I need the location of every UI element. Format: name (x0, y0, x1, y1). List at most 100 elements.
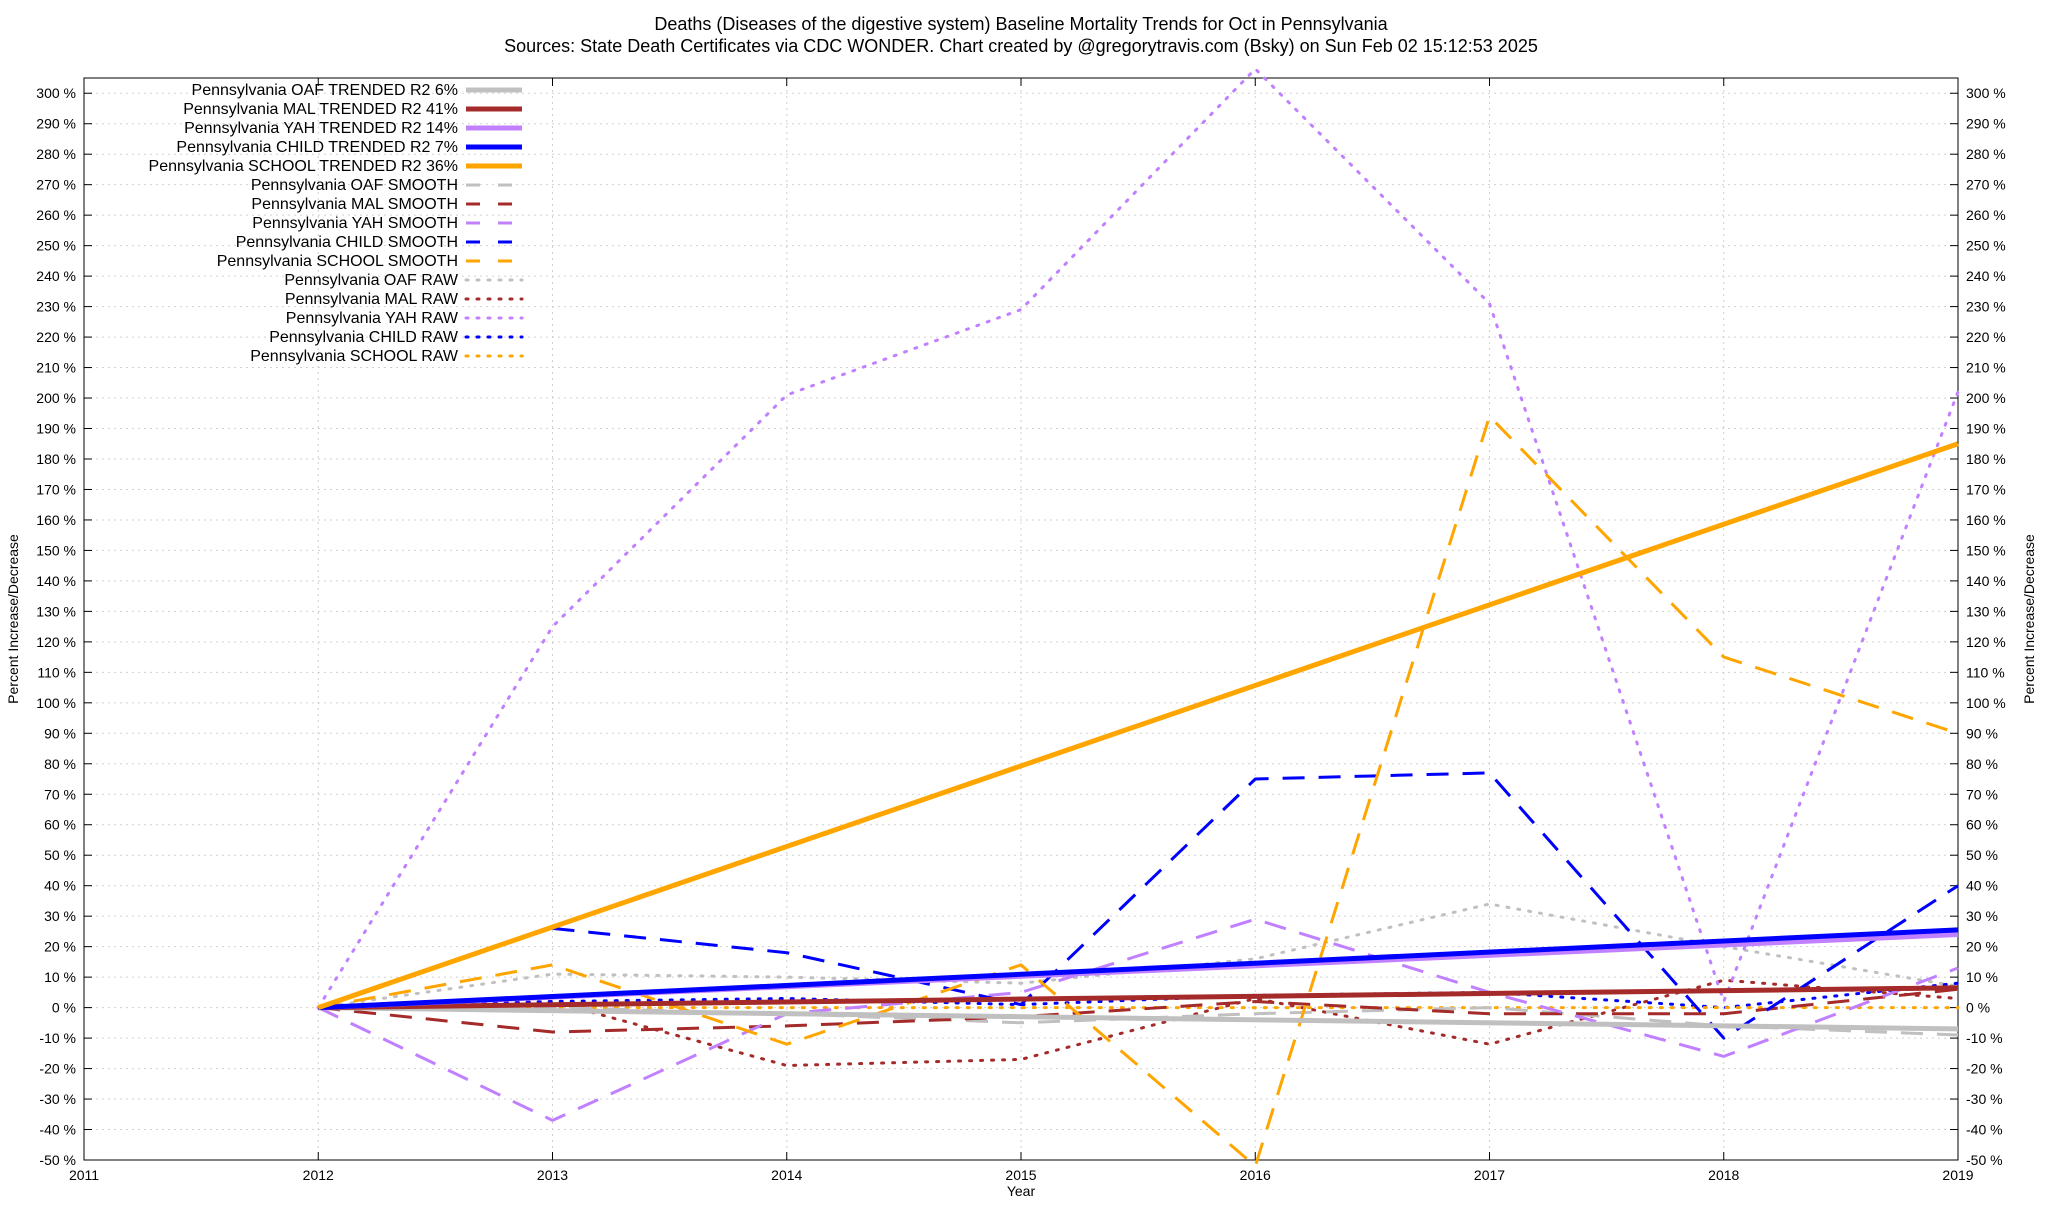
y-tick-label: -40 % (39, 1122, 76, 1138)
y2-tick-label: 0 % (1966, 1000, 1990, 1016)
y2-tick-label: 250 % (1966, 238, 2006, 254)
y2-axis-label: Percent Increase/Decrease (2021, 534, 2037, 704)
legend-label: Pennsylvania CHILD RAW (269, 329, 459, 346)
legend-label: Pennsylvania OAF RAW (284, 272, 459, 289)
y-tick-label: 30 % (44, 908, 76, 924)
legend-label: Pennsylvania MAL TRENDED R2 41% (183, 101, 458, 118)
legend-label: Pennsylvania MAL RAW (285, 291, 459, 308)
y-axis-label: Percent Increase/Decrease (5, 534, 21, 704)
y-tick-label: 260 % (36, 207, 76, 223)
y-tick-label: -50 % (39, 1152, 76, 1168)
x-tick-label: 2017 (1474, 1167, 1505, 1183)
series-line-smooth-5 (318, 1006, 1959, 1037)
y-tick-label: 130 % (36, 603, 76, 619)
series-line-raw-13 (316, 981, 1960, 1010)
y-tick-label: 20 % (44, 939, 76, 955)
legend-label: Pennsylvania CHILD SMOOTH (236, 234, 458, 251)
y-tick-label: 200 % (36, 390, 76, 406)
y-tick-label: 140 % (36, 573, 76, 589)
chart-title-line-2: Sources: State Death Certificates via CD… (504, 36, 1538, 56)
y2-tick-label: -50 % (1966, 1152, 2003, 1168)
y-tick-label: 10 % (44, 969, 76, 985)
legend-label: Pennsylvania YAH RAW (286, 310, 459, 327)
y-tick-label: 240 % (36, 268, 76, 284)
y-tick-label: 110 % (37, 664, 76, 680)
axis-ticks: -50 % -50 % -40 % -40 % -30 % -30 % -20 % -20 %… (36, 78, 2006, 1183)
legend-label: Pennsylvania YAH TRENDED R2 14% (184, 120, 458, 137)
legend-label: Pennsylvania SCHOOL RAW (250, 348, 459, 365)
x-tick-label: 2016 (1240, 1167, 1271, 1183)
y2-tick-label: -20 % (1966, 1061, 2003, 1077)
y2-tick-label: 210 % (1966, 360, 2006, 376)
y2-tick-label: 260 % (1966, 207, 2006, 223)
y-tick-label: -30 % (39, 1091, 76, 1107)
y-tick-label: 0 % (52, 1000, 76, 1016)
legend-label: Pennsylvania OAF TRENDED R2 6% (192, 82, 458, 99)
y2-tick-label: -40 % (1966, 1122, 2003, 1138)
y-tick-label: 190 % (36, 421, 76, 437)
x-axis-label: Year (1007, 1183, 1036, 1199)
chart-title: Deaths (Diseases of the digestive system… (504, 14, 1538, 56)
y-tick-label: 250 % (36, 238, 76, 254)
y2-tick-label: 60 % (1966, 817, 1998, 833)
series-line-smooth-6 (318, 987, 1959, 1034)
y-tick-label: 100 % (36, 695, 76, 711)
series-line-trend-4 (317, 441, 1959, 1010)
y2-tick-label: 270 % (1966, 177, 2006, 193)
x-tick-label: 2012 (303, 1167, 334, 1183)
y-tick-label: 230 % (36, 299, 76, 315)
y2-tick-label: 50 % (1966, 847, 1998, 863)
y-tick-label: 80 % (44, 756, 76, 772)
y-tick-label: 60 % (44, 817, 76, 833)
y2-tick-label: 20 % (1966, 939, 1998, 955)
series-line-raw-10 (316, 902, 1960, 1010)
legend-label: Pennsylvania SCHOOL SMOOTH (217, 253, 458, 270)
y2-tick-label: 110 % (1966, 664, 2005, 680)
y-tick-label: 290 % (36, 116, 76, 132)
legend: Pennsylvania OAF TRENDED R2 6% Pennsylvan… (149, 82, 524, 365)
y2-tick-label: 90 % (1966, 725, 1998, 741)
y2-tick-label: 100 % (1966, 695, 2006, 711)
y2-tick-label: 80 % (1966, 756, 1998, 772)
y2-tick-label: 200 % (1966, 390, 2006, 406)
y2-tick-label: -30 % (1966, 1091, 2003, 1107)
y2-tick-label: 280 % (1966, 146, 2006, 162)
series-line-smooth-9 (318, 414, 1959, 1168)
y2-tick-label: -10 % (1966, 1030, 2003, 1046)
x-tick-label: 2018 (1708, 1167, 1739, 1183)
y2-tick-label: 70 % (1966, 786, 1998, 802)
x-tick-label: 2019 (1942, 1167, 1973, 1183)
y-tick-label: 160 % (36, 512, 76, 528)
y-tick-label: 270 % (36, 177, 76, 193)
y-tick-label: 90 % (44, 725, 76, 741)
y-tick-label: 180 % (36, 451, 76, 467)
x-tick-label: 2011 (69, 1167, 99, 1183)
y2-tick-label: 150 % (1966, 542, 2006, 558)
series-line-trend-3 (318, 927, 1959, 1011)
series-line-raw-12 (316, 67, 1960, 1010)
y-tick-label: 300 % (36, 85, 76, 101)
series-lines (316, 67, 1960, 1168)
y2-tick-label: 190 % (1966, 421, 2006, 437)
y2-tick-label: 240 % (1966, 268, 2006, 284)
y-tick-label: 150 % (36, 542, 76, 558)
series-line-trend-0 (318, 1005, 1959, 1032)
y-tick-label: -10 % (39, 1030, 76, 1046)
y-tick-label: 120 % (36, 634, 76, 650)
y-tick-label: 40 % (44, 878, 76, 894)
y-tick-label: 170 % (36, 481, 76, 497)
y2-tick-label: 40 % (1966, 878, 1998, 894)
legend-label: Pennsylvania MAL SMOOTH (251, 196, 458, 213)
y2-tick-label: 290 % (1966, 116, 2006, 132)
legend-label: Pennsylvania CHILD TRENDED R2 7% (176, 139, 458, 156)
series-line-smooth-8 (552, 771, 1959, 1040)
series-line-smooth-7 (317, 917, 1959, 1122)
y-tick-label: 50 % (44, 847, 76, 863)
y-tick-label: -20 % (39, 1061, 76, 1077)
y2-tick-label: 220 % (1966, 329, 2006, 345)
x-tick-label: 2014 (771, 1167, 802, 1183)
y2-tick-label: 30 % (1966, 908, 1998, 924)
y2-tick-label: 160 % (1966, 512, 2006, 528)
